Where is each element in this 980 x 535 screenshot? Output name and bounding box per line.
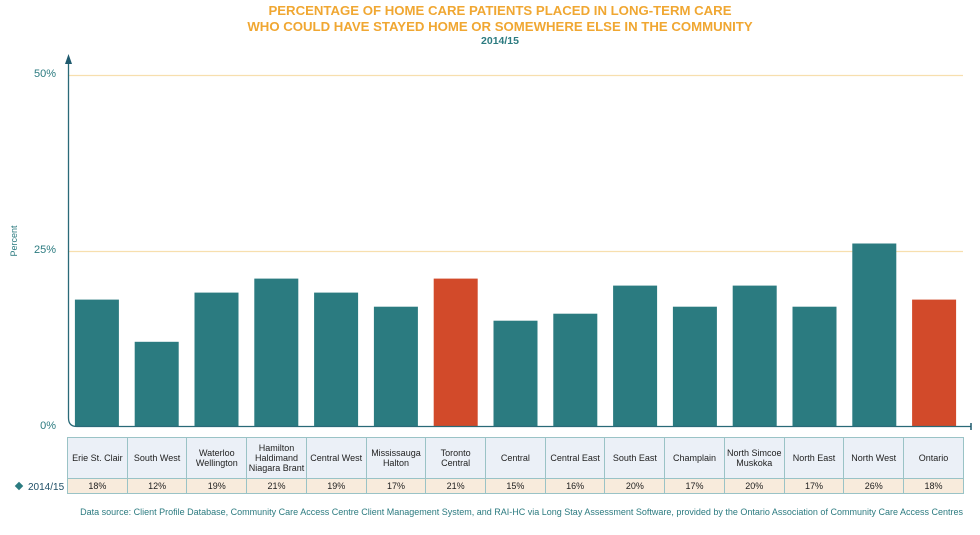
y-axis-line — [67, 62, 971, 428]
value-label: 18% — [903, 478, 964, 494]
gridlines — [69, 74, 963, 253]
data-table-value-row: 18% 12% 19% 21% 19% 17% 21% 15% 16% 20% 17% 20% 17% 2… — [67, 478, 964, 494]
value-label: 17% — [664, 478, 725, 494]
chart-title-line-2: WHO COULD HAVE STAYED HOME OR SOMEWHERE … — [247, 19, 753, 34]
category-label: Central East — [544, 437, 606, 479]
category-label: Champlain — [664, 437, 725, 479]
category-label: North East — [783, 437, 845, 479]
bar — [373, 306, 418, 426]
bar — [912, 299, 957, 426]
value-label: 12% — [126, 478, 188, 494]
y-tick-label-50: 50% — [33, 68, 56, 80]
category-label: Central West — [305, 437, 367, 479]
bar — [732, 285, 777, 426]
category-label: Central — [485, 437, 546, 479]
bar — [553, 313, 598, 426]
bar — [433, 278, 478, 426]
category-label: Erie St. Clair — [67, 437, 128, 479]
category-label: Mississauga Halton — [365, 437, 427, 479]
data-source-note: Data source: Client Profile Database, Co… — [80, 507, 963, 517]
bars — [74, 243, 957, 426]
axes — [65, 54, 972, 430]
legend-label: 2014/15 — [28, 482, 65, 493]
data-table: Erie St. Clair South West Waterloo Welling… — [67, 437, 964, 494]
y-axis-arrow — [65, 54, 72, 64]
bar — [314, 292, 359, 426]
bar — [254, 278, 299, 426]
bar — [792, 306, 837, 426]
category-label: Toronto Central — [425, 437, 487, 479]
category-label: Waterloo Wellington — [186, 437, 248, 479]
category-label: Ontario — [903, 437, 964, 479]
category-label: South East — [604, 437, 666, 479]
bar — [134, 341, 179, 426]
value-label: 26% — [843, 478, 905, 494]
value-label: 18% — [67, 478, 128, 494]
value-label: 21% — [246, 478, 307, 494]
value-label: 17% — [365, 478, 427, 494]
bar — [613, 285, 658, 426]
value-label: 17% — [783, 478, 845, 494]
data-table-header-row: Erie St. Clair South West Waterloo Welling… — [67, 437, 964, 479]
value-label: 20% — [723, 478, 785, 494]
legend-item: 2014/15 — [14, 481, 65, 493]
value-label: 16% — [544, 478, 606, 494]
category-label: North Simcoe Muskoka — [723, 437, 785, 479]
value-label: 20% — [604, 478, 666, 494]
chart-title-line-1: PERCENTAGE OF HOME CARE PATIENTS PLACED … — [268, 3, 732, 18]
y-tick-label-25: 25% — [33, 244, 56, 256]
legend-diamond-icon — [14, 481, 24, 491]
bar — [194, 292, 239, 426]
bar — [852, 243, 897, 426]
value-label: 15% — [485, 478, 546, 494]
y-tick-label-0: 0% — [40, 420, 56, 432]
value-label: 19% — [186, 478, 248, 494]
bar — [74, 299, 119, 426]
value-label: 19% — [305, 478, 367, 494]
bar — [672, 306, 717, 426]
chart-subtitle: 2014/15 — [481, 35, 519, 47]
category-label: North West — [843, 437, 905, 479]
bar — [493, 320, 538, 426]
category-label: Hamilton Haldimand Niagara Brant — [246, 437, 307, 479]
category-label: South West — [126, 437, 188, 479]
chart-title: PERCENTAGE OF HOME CARE PATIENTS PLACED … — [0, 3, 980, 35]
value-label: 21% — [425, 478, 487, 494]
